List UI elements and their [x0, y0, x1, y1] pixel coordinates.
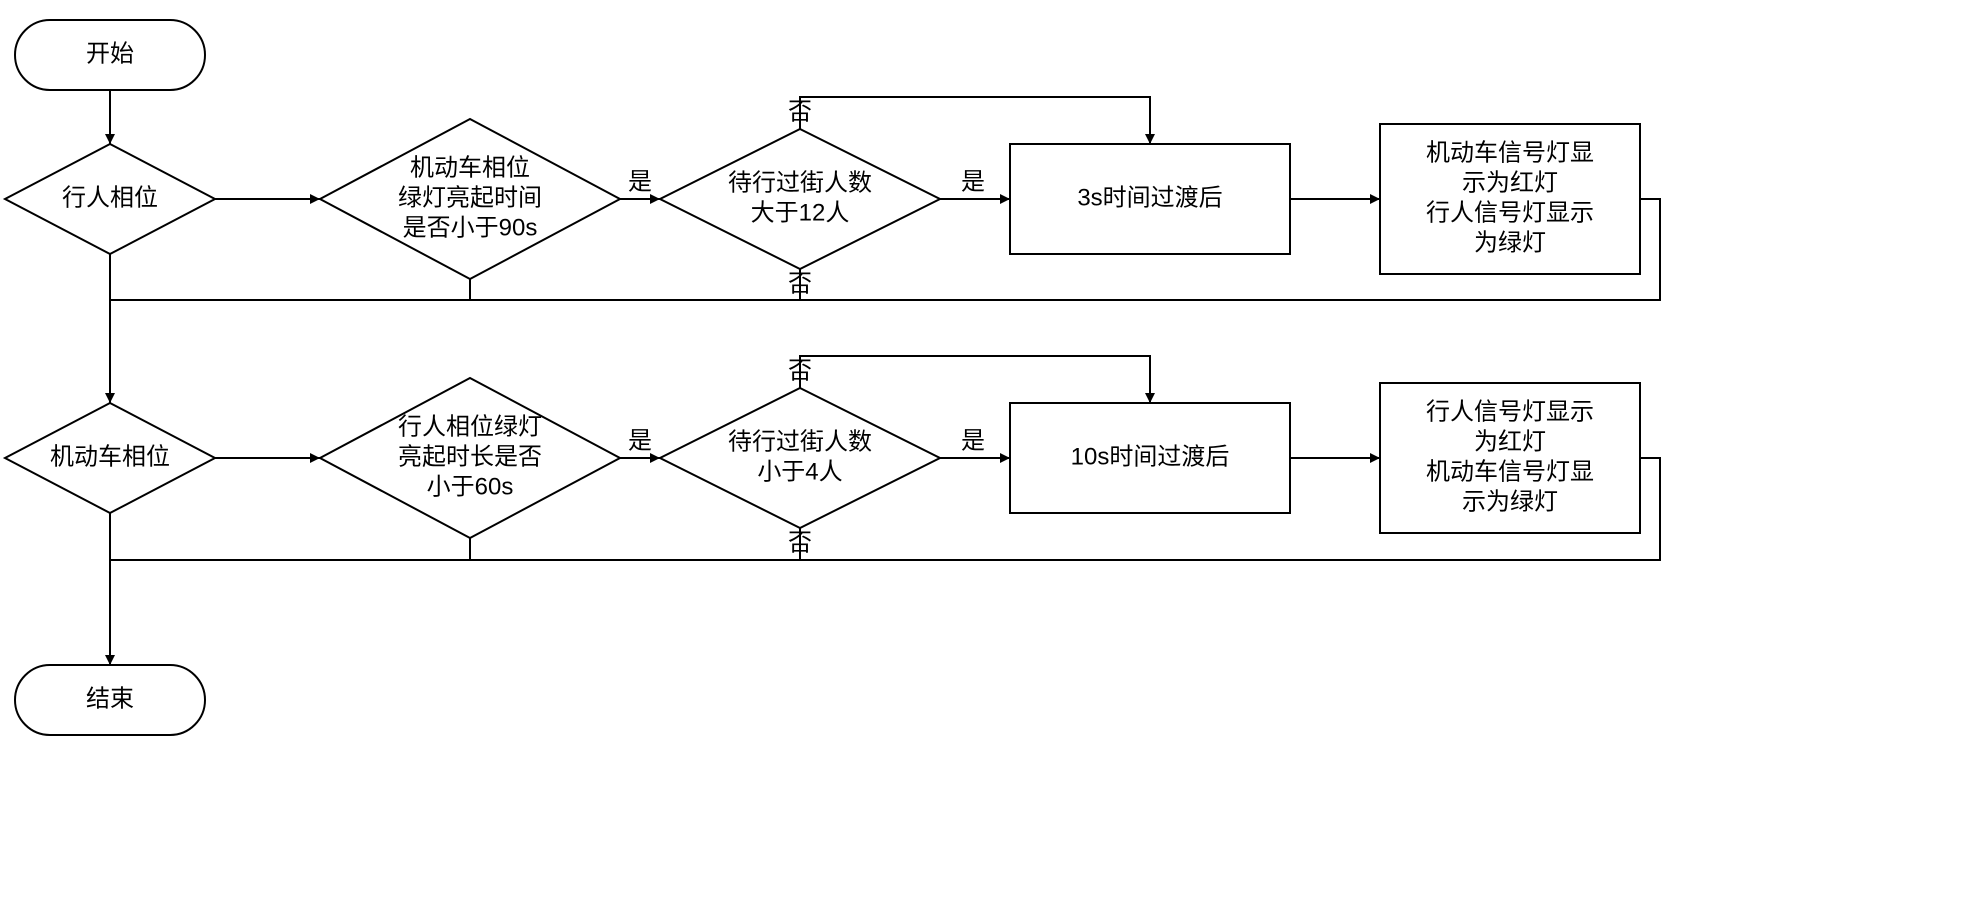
edge-14 — [800, 356, 1150, 403]
node-d_60s-text: 行人相位绿灯 — [398, 413, 542, 440]
node-d_lt4-text: 小于4人 — [757, 458, 842, 485]
flowchart-canvas: 开始行人相位机动车相位绿灯亮起时间是否小于90s待行过街人数大于12人3s时间过… — [0, 0, 1969, 903]
node-d_gt12-text: 待行过街人数 — [728, 169, 872, 196]
edge-label-5: 否 — [788, 98, 812, 125]
edge-label-15: 否 — [788, 529, 812, 556]
node-r_3s-text: 3s时间过渡后 — [1077, 184, 1222, 211]
node-r_redveh-text: 机动车信号灯显 — [1426, 139, 1594, 166]
node-r_redveh-text: 为绿灯 — [1474, 229, 1546, 256]
edge-label-2: 是 — [628, 168, 652, 195]
edge-6 — [110, 269, 800, 326]
edge-label-3: 是 — [961, 168, 985, 195]
node-d_60s-text: 小于60s — [427, 473, 514, 500]
node-d_90s-text: 机动车相位 — [410, 154, 530, 181]
node-d_60s-text: 亮起时长是否 — [398, 443, 542, 470]
node-d_90s-text: 绿灯亮起时间 — [398, 184, 542, 211]
edge-5 — [800, 97, 1150, 144]
node-r_redped-text: 行人信号灯显示 — [1426, 398, 1594, 425]
node-r_redped-text: 为红灯 — [1474, 428, 1546, 455]
edge-label-6: 否 — [788, 270, 812, 297]
edge-label-11: 是 — [628, 427, 652, 454]
node-d_veh-text: 机动车相位 — [50, 443, 170, 470]
node-d_90s-text: 是否小于90s — [403, 214, 538, 241]
node-r_redveh-text: 示为红灯 — [1462, 169, 1558, 196]
node-r_redped-text: 示为绿灯 — [1462, 488, 1558, 515]
node-d_ped-text: 行人相位 — [62, 184, 158, 211]
node-d_gt12-text: 大于12人 — [751, 199, 850, 226]
edge-label-14: 否 — [788, 357, 812, 384]
node-r_redveh-text: 行人信号灯显示 — [1426, 199, 1594, 226]
node-start-text: 开始 — [86, 40, 134, 67]
node-end-text: 结束 — [86, 685, 134, 712]
node-r_10s-text: 10s时间过渡后 — [1071, 443, 1230, 470]
node-d_lt4-text: 待行过街人数 — [728, 428, 872, 455]
node-r_redped-text: 机动车信号灯显 — [1426, 458, 1594, 485]
edge-label-12: 是 — [961, 427, 985, 454]
